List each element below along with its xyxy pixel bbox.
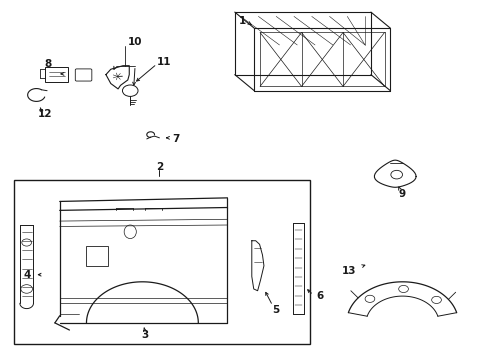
Text: 11: 11 <box>157 57 171 67</box>
Text: 1: 1 <box>238 16 245 26</box>
Text: 12: 12 <box>38 109 52 119</box>
Text: 13: 13 <box>341 266 356 276</box>
Text: 2: 2 <box>156 162 163 172</box>
Text: 6: 6 <box>316 291 323 301</box>
Text: 3: 3 <box>141 330 148 341</box>
Text: 7: 7 <box>172 134 180 144</box>
Text: 8: 8 <box>44 59 51 69</box>
Text: 4: 4 <box>24 270 31 280</box>
Bar <box>45 67 68 82</box>
Text: 5: 5 <box>272 305 279 315</box>
Text: 10: 10 <box>127 37 142 48</box>
Bar <box>14 180 309 344</box>
Bar <box>86 246 108 266</box>
Text: 9: 9 <box>398 189 405 199</box>
